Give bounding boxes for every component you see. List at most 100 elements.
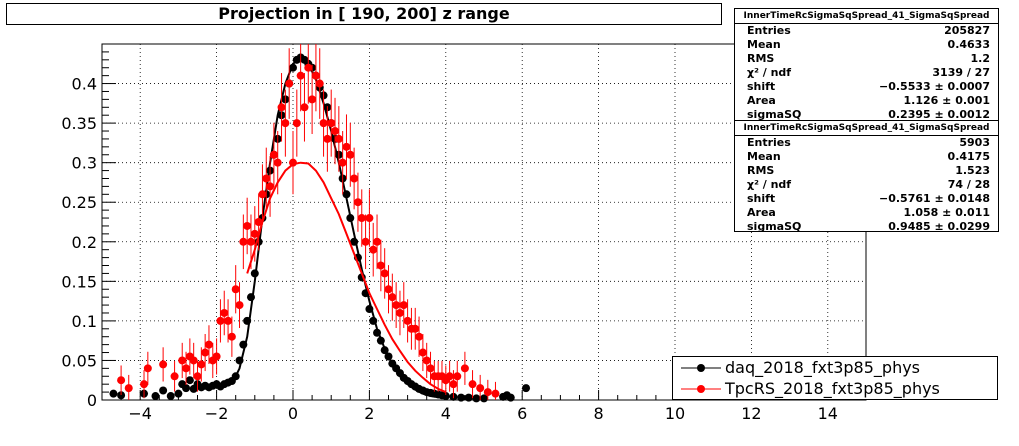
- x-tick-label: 4: [441, 404, 451, 423]
- stats-row: shift −0.5533 ± 0.0007: [735, 80, 998, 94]
- stats-value: 0.4175: [947, 150, 990, 163]
- data-point: [117, 391, 126, 400]
- data-point: [384, 352, 393, 361]
- x-tick-label: 8: [594, 404, 604, 423]
- legend-label: TpcRS_2018_fxt3p85_phys: [725, 379, 940, 398]
- data-point: [476, 384, 485, 393]
- stats-row: Area 1.126 ± 0.001: [735, 94, 998, 108]
- data-point: [445, 372, 454, 381]
- data-point: [178, 356, 187, 365]
- data-point: [277, 103, 286, 112]
- x-tick-label: 14: [818, 404, 838, 423]
- stats-value: 1.058 ± 0.011: [903, 206, 990, 219]
- data-point: [159, 386, 168, 395]
- stats-row: shift −0.5761 ± 0.0148: [735, 192, 998, 206]
- stats-row: χ² / ndf 74 / 28: [735, 178, 998, 192]
- stats-value: 3139 / 27: [932, 66, 990, 79]
- y-tick-label: 0.35: [61, 114, 97, 133]
- data-point: [327, 119, 336, 128]
- stats-label: Area: [747, 206, 776, 219]
- data-point: [185, 376, 194, 385]
- stats-label: sigmaSQ: [747, 220, 802, 233]
- data-point: [300, 103, 309, 112]
- data-point: [151, 392, 160, 401]
- data-point: [411, 324, 420, 333]
- data-point: [281, 119, 290, 128]
- stats-box-daq: InnerTimeRcSigmaSqSpread_41_SigmaSqSprea…: [734, 8, 999, 121]
- data-point: [346, 214, 355, 223]
- stats-label: χ² / ndf: [747, 178, 792, 191]
- stats-box-tpcrs: InnerTimeRcSigmaSqSpread_41_SigmaSqSprea…: [734, 120, 999, 234]
- data-point: [457, 393, 466, 402]
- data-point: [449, 380, 458, 389]
- stats-value: 1.2: [970, 52, 991, 65]
- data-point: [250, 229, 259, 238]
- stats-row: sigmaSQ 0.9485 ± 0.0299: [735, 220, 998, 234]
- data-point: [170, 372, 179, 381]
- data-point: [250, 269, 259, 278]
- x-tick-label: 6: [517, 404, 527, 423]
- data-point: [243, 316, 252, 325]
- x-tick-label: 10: [665, 404, 685, 423]
- data-point: [384, 285, 393, 294]
- stats-label: sigmaSQ: [747, 108, 802, 121]
- stats-label: Area: [747, 94, 776, 107]
- stats-row: Area 1.058 ± 0.011: [735, 206, 998, 220]
- data-point: [243, 221, 252, 230]
- y-tick-label: 0.4: [72, 75, 97, 94]
- data-point: [239, 340, 248, 349]
- data-point: [273, 158, 282, 167]
- stats-value: 1.523: [955, 164, 990, 177]
- legend-entry-tpcrs: TpcRS_2018_fxt3p85_phys: [673, 379, 997, 399]
- legend-entry-daq: daq_2018_fxt3p85_phys: [673, 358, 997, 378]
- data-point: [380, 269, 389, 278]
- data-point: [227, 332, 236, 341]
- x-tick-label: 12: [741, 404, 761, 423]
- stats-label: Entries: [747, 24, 791, 37]
- stats-label: Mean: [747, 38, 781, 51]
- data-point: [292, 119, 301, 128]
- y-tick-label: 0.1: [72, 312, 97, 331]
- stats-row: RMS 1.2: [735, 52, 998, 66]
- data-point: [289, 158, 297, 167]
- data-point: [418, 348, 427, 357]
- data-point: [204, 340, 213, 349]
- stats-row: Entries 5903: [735, 136, 998, 150]
- legend-label: daq_2018_fxt3p85_phys: [725, 358, 921, 377]
- data-point: [441, 392, 450, 401]
- data-point: [109, 389, 118, 398]
- data-point: [319, 119, 328, 128]
- data-point: [296, 71, 305, 80]
- data-point: [373, 237, 382, 246]
- data-point: [311, 71, 320, 80]
- data-point: [289, 63, 297, 72]
- y-tick-label: 0.25: [61, 193, 97, 212]
- stats-row: sigmaSQ 0.2395 ± 0.0012: [735, 108, 998, 122]
- y-tick-label: 0.2: [72, 233, 97, 252]
- stats-row: Entries 205827: [735, 24, 998, 38]
- data-point: [353, 198, 362, 207]
- data-point: [182, 384, 191, 393]
- data-point: [308, 95, 317, 104]
- data-point: [239, 237, 248, 246]
- stats-value: 1.126 ± 0.001: [903, 94, 990, 107]
- data-point: [254, 218, 263, 226]
- data-point: [193, 372, 202, 381]
- y-tick-label: 0.05: [61, 351, 97, 370]
- data-point: [506, 393, 515, 402]
- stats-row: Mean 0.4175: [735, 150, 998, 164]
- stats-row: Mean 0.4633: [735, 38, 998, 52]
- data-point: [235, 301, 244, 310]
- data-point: [212, 352, 221, 361]
- legend: daq_2018_fxt3p85_phys TpcRS_2018_fxt3p85…: [672, 356, 998, 400]
- data-point: [350, 237, 359, 246]
- stats-value: 0.4633: [947, 38, 990, 51]
- data-point: [453, 372, 462, 381]
- x-tick-label: 2: [364, 404, 374, 423]
- data-point: [376, 336, 385, 345]
- stats-title: InnerTimeRcSigmaSqSpread_41_SigmaSqSprea…: [735, 121, 998, 136]
- data-point: [395, 308, 404, 317]
- data-point: [380, 346, 389, 355]
- stats-row: χ² / ndf 3139 / 27: [735, 66, 998, 80]
- y-tick-label: 0.15: [61, 272, 97, 291]
